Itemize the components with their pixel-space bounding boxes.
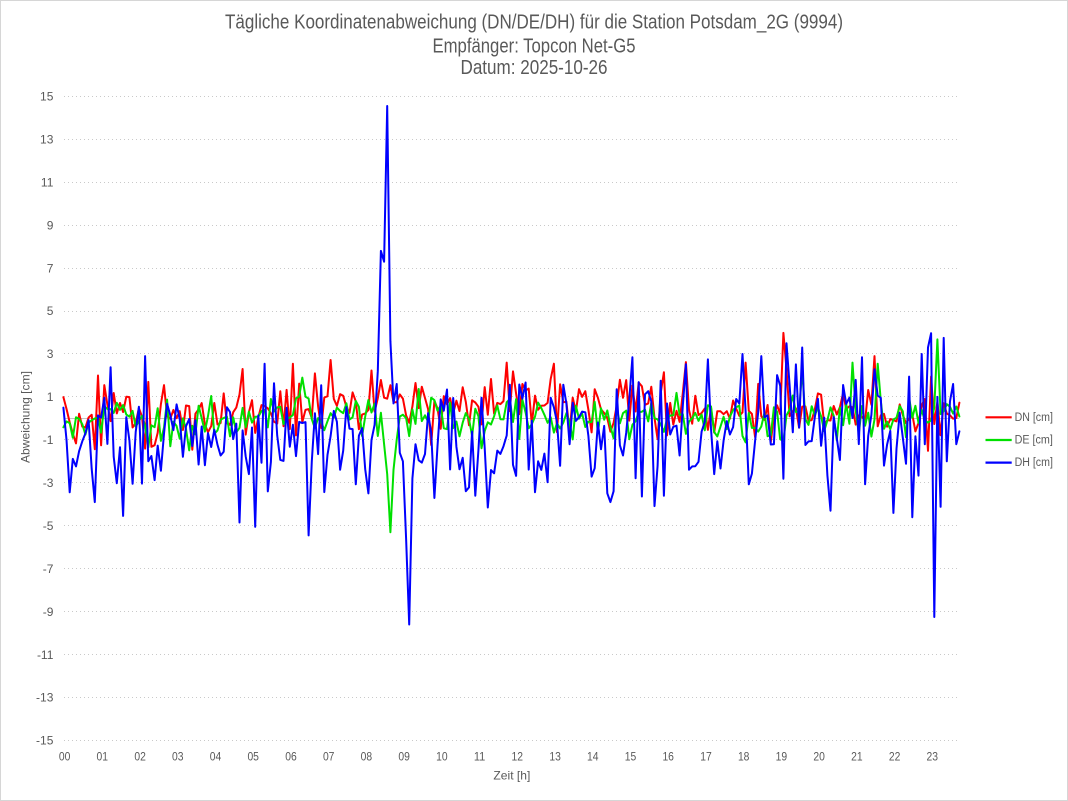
svg-text:Tägliche Koordinatenabweichung: Tägliche Koordinatenabweichung (DN/DE/DH… [225, 12, 843, 34]
svg-text:13: 13 [40, 133, 54, 147]
svg-text:-1: -1 [43, 433, 54, 447]
svg-text:DH [cm]: DH [cm] [1015, 457, 1053, 469]
svg-text:7: 7 [47, 261, 54, 275]
svg-text:Empfänger: Topcon Net-G5: Empfänger: Topcon Net-G5 [433, 35, 636, 57]
svg-text:-9: -9 [43, 605, 54, 619]
svg-text:1: 1 [47, 390, 54, 404]
svg-text:02: 02 [134, 749, 146, 763]
svg-text:DE [cm]: DE [cm] [1015, 434, 1053, 446]
svg-text:16: 16 [662, 749, 674, 763]
svg-text:-5: -5 [43, 519, 54, 533]
svg-text:04: 04 [210, 749, 222, 763]
svg-text:07: 07 [323, 749, 335, 763]
svg-text:9: 9 [47, 218, 54, 232]
svg-text:15: 15 [40, 90, 54, 104]
svg-text:20: 20 [813, 749, 825, 763]
svg-text:5: 5 [47, 304, 54, 318]
svg-text:06: 06 [285, 749, 297, 763]
svg-text:21: 21 [851, 749, 863, 763]
svg-text:-7: -7 [43, 562, 54, 576]
svg-text:11: 11 [41, 175, 54, 189]
svg-text:13: 13 [549, 749, 561, 763]
svg-text:23: 23 [927, 749, 939, 763]
svg-text:-3: -3 [43, 476, 54, 490]
svg-text:Zeit [h]: Zeit [h] [493, 769, 530, 783]
svg-text:Abweichung [cm]: Abweichung [cm] [19, 371, 33, 463]
svg-text:-13: -13 [36, 691, 54, 705]
svg-text:03: 03 [172, 749, 184, 763]
svg-text:12: 12 [512, 749, 524, 763]
svg-text:-11: -11 [37, 648, 54, 662]
svg-text:DN [cm]: DN [cm] [1015, 412, 1053, 424]
svg-text:3: 3 [47, 347, 54, 361]
svg-text:08: 08 [361, 749, 373, 763]
svg-text:22: 22 [889, 749, 901, 763]
svg-text:-15: -15 [36, 734, 54, 748]
svg-text:Datum: 2025-10-26: Datum: 2025-10-26 [461, 57, 608, 79]
svg-text:15: 15 [625, 749, 637, 763]
svg-text:00: 00 [59, 749, 71, 763]
svg-text:18: 18 [738, 749, 750, 763]
svg-text:10: 10 [436, 749, 448, 763]
svg-text:05: 05 [247, 749, 259, 763]
svg-text:14: 14 [587, 749, 599, 763]
svg-text:11: 11 [474, 749, 486, 763]
svg-text:09: 09 [398, 749, 410, 763]
svg-text:19: 19 [776, 749, 788, 763]
svg-text:01: 01 [97, 749, 109, 763]
svg-text:17: 17 [700, 749, 712, 763]
